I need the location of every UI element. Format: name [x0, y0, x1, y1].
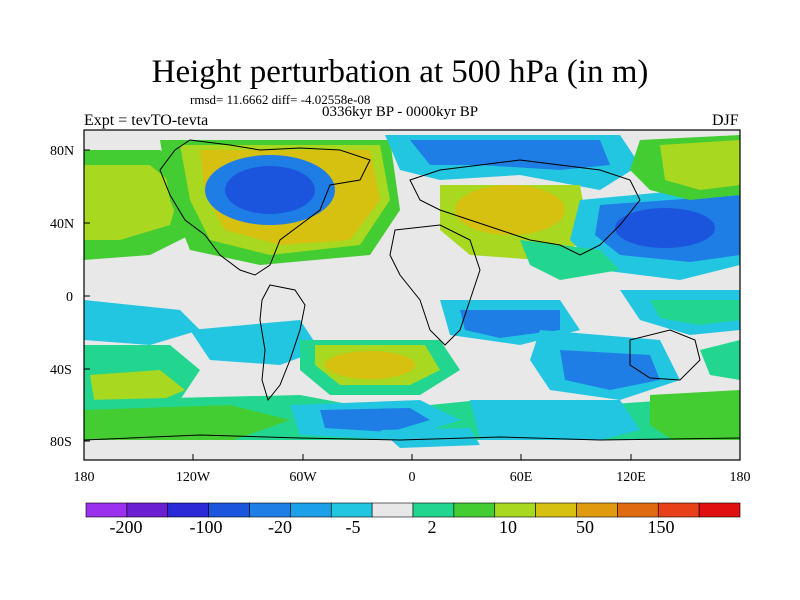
southern-ocean-blue-central: [320, 408, 430, 432]
colorbar-label: -100: [190, 517, 223, 537]
antarctic-neutral: [84, 440, 740, 460]
experiment-label: Expt = tevTO-tevta: [84, 112, 209, 129]
colorbar: [85, 502, 741, 518]
lon-tick-label: 180: [730, 470, 751, 485]
colorbar-swatch: [657, 502, 700, 518]
colorbar-swatch: [453, 502, 496, 518]
lon-tick-label: 60W: [289, 470, 317, 485]
colorbar-swatch: [167, 502, 209, 518]
tropic-cyan-west: [84, 300, 200, 345]
south-america-outline: [259, 284, 306, 402]
lat-tick-label: 80N: [50, 144, 74, 159]
lat-tick-label: 80S: [50, 435, 72, 450]
colorbar-swatch: [126, 502, 169, 518]
lon-tick-label: 180: [74, 470, 95, 485]
lon-tick-label: 120E: [616, 470, 646, 485]
sh-blue-indian: [560, 350, 660, 390]
nh-deep-blue-low: [225, 166, 315, 214]
southern-ocean-green-west: [84, 405, 290, 445]
colorbar-label: -200: [110, 517, 143, 537]
nh-deep-blue-pacific: [615, 208, 715, 248]
period-label: 0336kyr BP - 0000kyr BP: [322, 104, 479, 120]
lat-tick-label: 40S: [50, 363, 72, 378]
colorbar-swatch: [494, 502, 536, 518]
africa-outline: [389, 224, 481, 346]
colorbar-label: -20: [268, 517, 292, 537]
colorbar-label: -5: [346, 517, 361, 537]
colorbar-swatch: [290, 502, 332, 518]
north-america-outline: [159, 139, 371, 276]
colorbar-label: 10: [499, 517, 517, 537]
southern-ocean-cyan-east: [470, 400, 640, 445]
colorbar-swatch: [85, 502, 128, 518]
sh-green-east: [700, 340, 740, 380]
tropic-cyan-pacific: [190, 320, 320, 365]
lat-axis: 80N 40N 0 40S 80S: [50, 144, 90, 450]
colorbar-label: 2: [428, 517, 437, 537]
lat-tick-label: 40N: [50, 217, 74, 232]
rmsd-stats: rmsd= 11.6662 diff= -4.02558e-08: [190, 92, 371, 107]
eurasia-outline: [409, 159, 641, 256]
colorbar-labels: -200 -100 -20 -5 2 10 50 150: [110, 517, 675, 537]
lon-tick-label: 60E: [510, 470, 533, 485]
colorbar-label: 150: [648, 517, 675, 537]
tropic-green-pacific-west: [650, 300, 740, 325]
lon-tick-label: 0: [409, 470, 416, 485]
colorbar-swatch: [371, 502, 414, 518]
colorbar-swatch: [208, 502, 250, 518]
colorbar-swatch: [698, 502, 741, 518]
nh-blue-arctic: [410, 140, 610, 170]
sh-gold-atlantic: [325, 351, 415, 379]
map-title: Height perturbation at 500 hPa (in m): [151, 54, 649, 90]
colorbar-swatch: [535, 502, 577, 518]
colorbar-swatch: [576, 502, 618, 518]
lon-axis: 180 120W 60W 0 60E 120E 180: [74, 454, 751, 485]
lon-tick-label: 120W: [176, 470, 211, 485]
southern-ocean-green-east: [650, 390, 740, 445]
nh-yellowgreen-west: [84, 165, 180, 240]
coastlines: [84, 139, 740, 441]
colorbar-swatch: [617, 502, 659, 518]
colorbar-swatch: [412, 502, 455, 518]
colorbar-swatch: [330, 502, 373, 518]
tropic-blue-indian: [460, 310, 560, 338]
contour-field: [84, 130, 740, 460]
season-label: DJF: [712, 112, 739, 129]
antarctica-outline: [84, 434, 740, 441]
colorbar-label: 50: [576, 517, 594, 537]
australia-outline: [629, 329, 701, 381]
lat-tick-label: 0: [66, 290, 73, 305]
nh-gold-eurasia: [455, 185, 565, 235]
nh-yellowgreen-pacific-north: [660, 140, 740, 190]
colorbar-swatch: [249, 502, 291, 518]
sh-yellowgreen-west: [90, 370, 185, 405]
asia-green-patch: [520, 240, 620, 280]
antarctic-cyan-patch: [380, 428, 480, 448]
